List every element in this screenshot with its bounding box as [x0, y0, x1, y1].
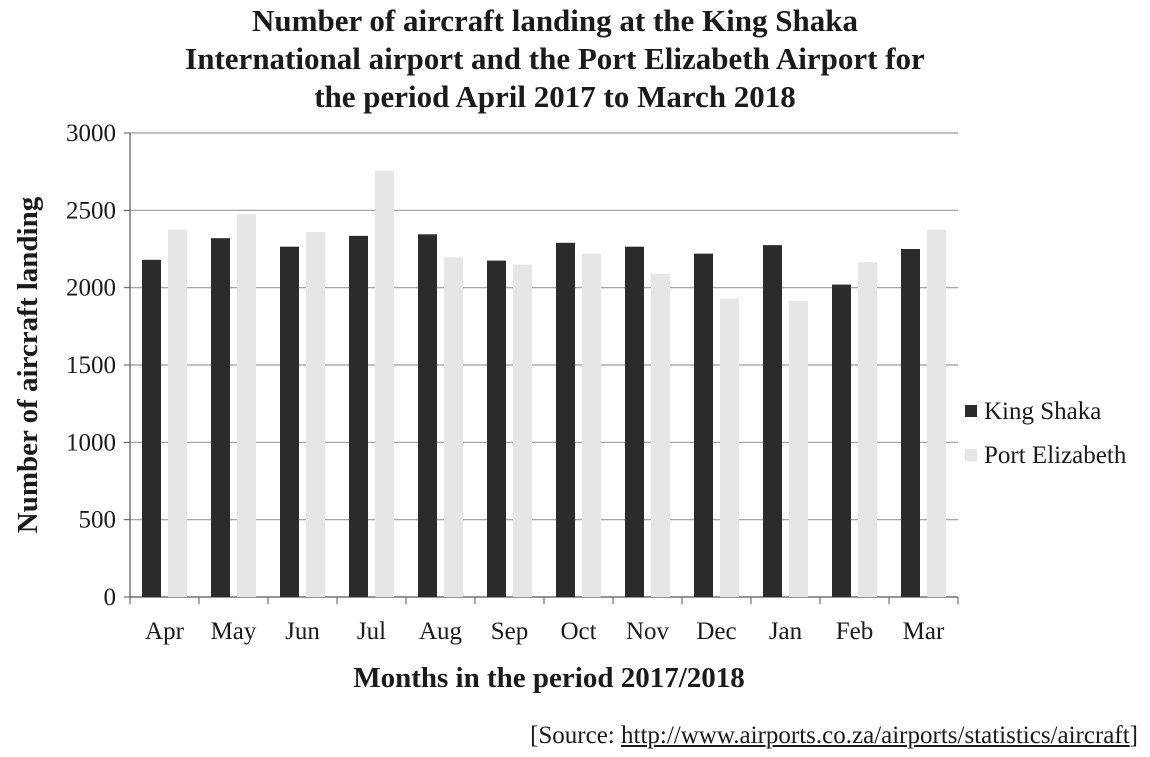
x-tick-label: Feb	[836, 618, 874, 645]
y-tick-label: 1500	[66, 352, 116, 379]
bar-king-shaka	[487, 260, 506, 597]
y-tick-label: 3000	[66, 120, 116, 147]
bar-king-shaka	[763, 245, 782, 597]
y-tick-label: 1000	[66, 429, 116, 456]
x-tick-label: Oct	[560, 618, 596, 645]
y-tick-label: 2000	[66, 275, 116, 302]
x-tick-label: Sep	[491, 618, 529, 645]
bar-king-shaka	[211, 238, 230, 597]
x-tick-label: May	[211, 618, 257, 645]
bar-king-shaka	[142, 259, 161, 597]
bar-port-elizabeth	[582, 253, 601, 597]
legend-swatch	[965, 405, 977, 417]
bar-port-elizabeth	[651, 273, 670, 597]
x-tick-label: Apr	[145, 618, 185, 645]
legend-label: King Shaka	[984, 398, 1101, 425]
bar-port-elizabeth	[720, 298, 739, 597]
bar-port-elizabeth	[858, 262, 877, 597]
x-axis-title: Months in the period 2017/2018	[353, 662, 745, 694]
source-link[interactable]: http://www.airports.co.za/airports/stati…	[621, 722, 1130, 749]
bar-king-shaka	[280, 246, 299, 597]
bar-port-elizabeth	[375, 170, 394, 598]
y-tick-label: 0	[104, 584, 117, 611]
legend-label: Port Elizabeth	[984, 442, 1127, 469]
bar-king-shaka	[625, 246, 644, 597]
x-tick-label: Jul	[357, 618, 386, 645]
bar-port-elizabeth	[168, 229, 187, 597]
source-prefix: [Source:	[530, 722, 622, 749]
chart-title: Number of aircraft landing at the King S…	[185, 3, 925, 114]
x-tick-label: Aug	[419, 618, 463, 645]
y-axis-title: Number of aircraft landing	[12, 196, 44, 533]
bar-port-elizabeth	[927, 229, 946, 597]
bar-king-shaka	[694, 253, 713, 597]
x-tick-label: Nov	[626, 618, 670, 645]
x-tick-label: Jun	[285, 618, 320, 645]
bar-king-shaka	[832, 284, 851, 597]
source-citation: [Source: http://www.airports.co.za/airpo…	[530, 722, 1138, 750]
y-tick-label: 500	[79, 507, 117, 534]
bar-port-elizabeth	[237, 214, 256, 597]
source-suffix: ]	[1129, 722, 1138, 749]
x-tick-label: Mar	[903, 618, 945, 645]
bar-king-shaka	[418, 234, 437, 597]
bar-king-shaka	[556, 242, 575, 597]
bar-port-elizabeth	[306, 231, 325, 597]
bar-port-elizabeth	[513, 264, 532, 597]
bar-port-elizabeth	[789, 300, 808, 597]
y-tick-label: 2500	[66, 197, 116, 224]
bar-port-elizabeth	[444, 257, 463, 597]
legend-swatch	[965, 449, 977, 461]
x-tick-label: Jan	[769, 618, 803, 645]
bar-king-shaka	[349, 235, 368, 597]
bar-king-shaka	[901, 249, 920, 597]
x-tick-label: Dec	[696, 618, 736, 645]
